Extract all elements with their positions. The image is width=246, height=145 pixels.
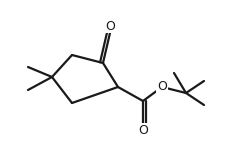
Text: O: O: [157, 80, 167, 94]
Text: O: O: [138, 124, 148, 136]
Text: O: O: [105, 19, 115, 32]
